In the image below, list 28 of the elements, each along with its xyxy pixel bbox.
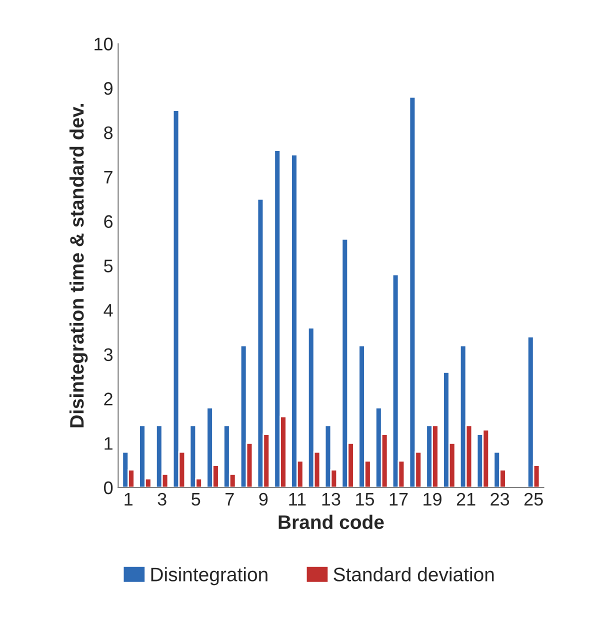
y-tick-label: 5 [104,260,113,272]
y-tick-label: 9 [104,82,112,95]
y-axis-title: Disintegration time & standard dev. [69,104,88,428]
x-tick-label: 9 [259,492,268,506]
x-tick-label: 7 [226,493,234,506]
x-tick-label: 17 [390,493,408,506]
x-tick-label: 23 [490,492,510,506]
x-tick-label: 1 [124,493,132,506]
y-tick-label: 3 [104,348,113,362]
x-tick-label: 13 [322,492,340,506]
y-tick-label: 10 [94,38,113,50]
y-tick-label: 1 [104,437,112,450]
y-tick-label: 8 [104,126,113,140]
x-tick-label: 25 [524,492,543,506]
y-tick-label: 2 [104,392,112,406]
x-tick-label: 3 [158,492,166,506]
x-tick-label: 5 [192,493,200,506]
x-tick-label: 19 [424,492,442,506]
legend-label: Standard deviation [334,567,494,582]
y-tick-label: 4 [104,304,113,317]
x-tick-label: 21 [456,492,476,506]
y-tick-label: 6 [104,215,113,228]
x-axis-title: Brand code [278,514,384,530]
x-tick-label: 15 [356,493,374,506]
legend-label: Disintegration [151,567,268,586]
x-tick-label: 11 [289,493,306,506]
y-tick-label: 0 [104,481,113,494]
y-tick-label: 7 [104,170,112,184]
